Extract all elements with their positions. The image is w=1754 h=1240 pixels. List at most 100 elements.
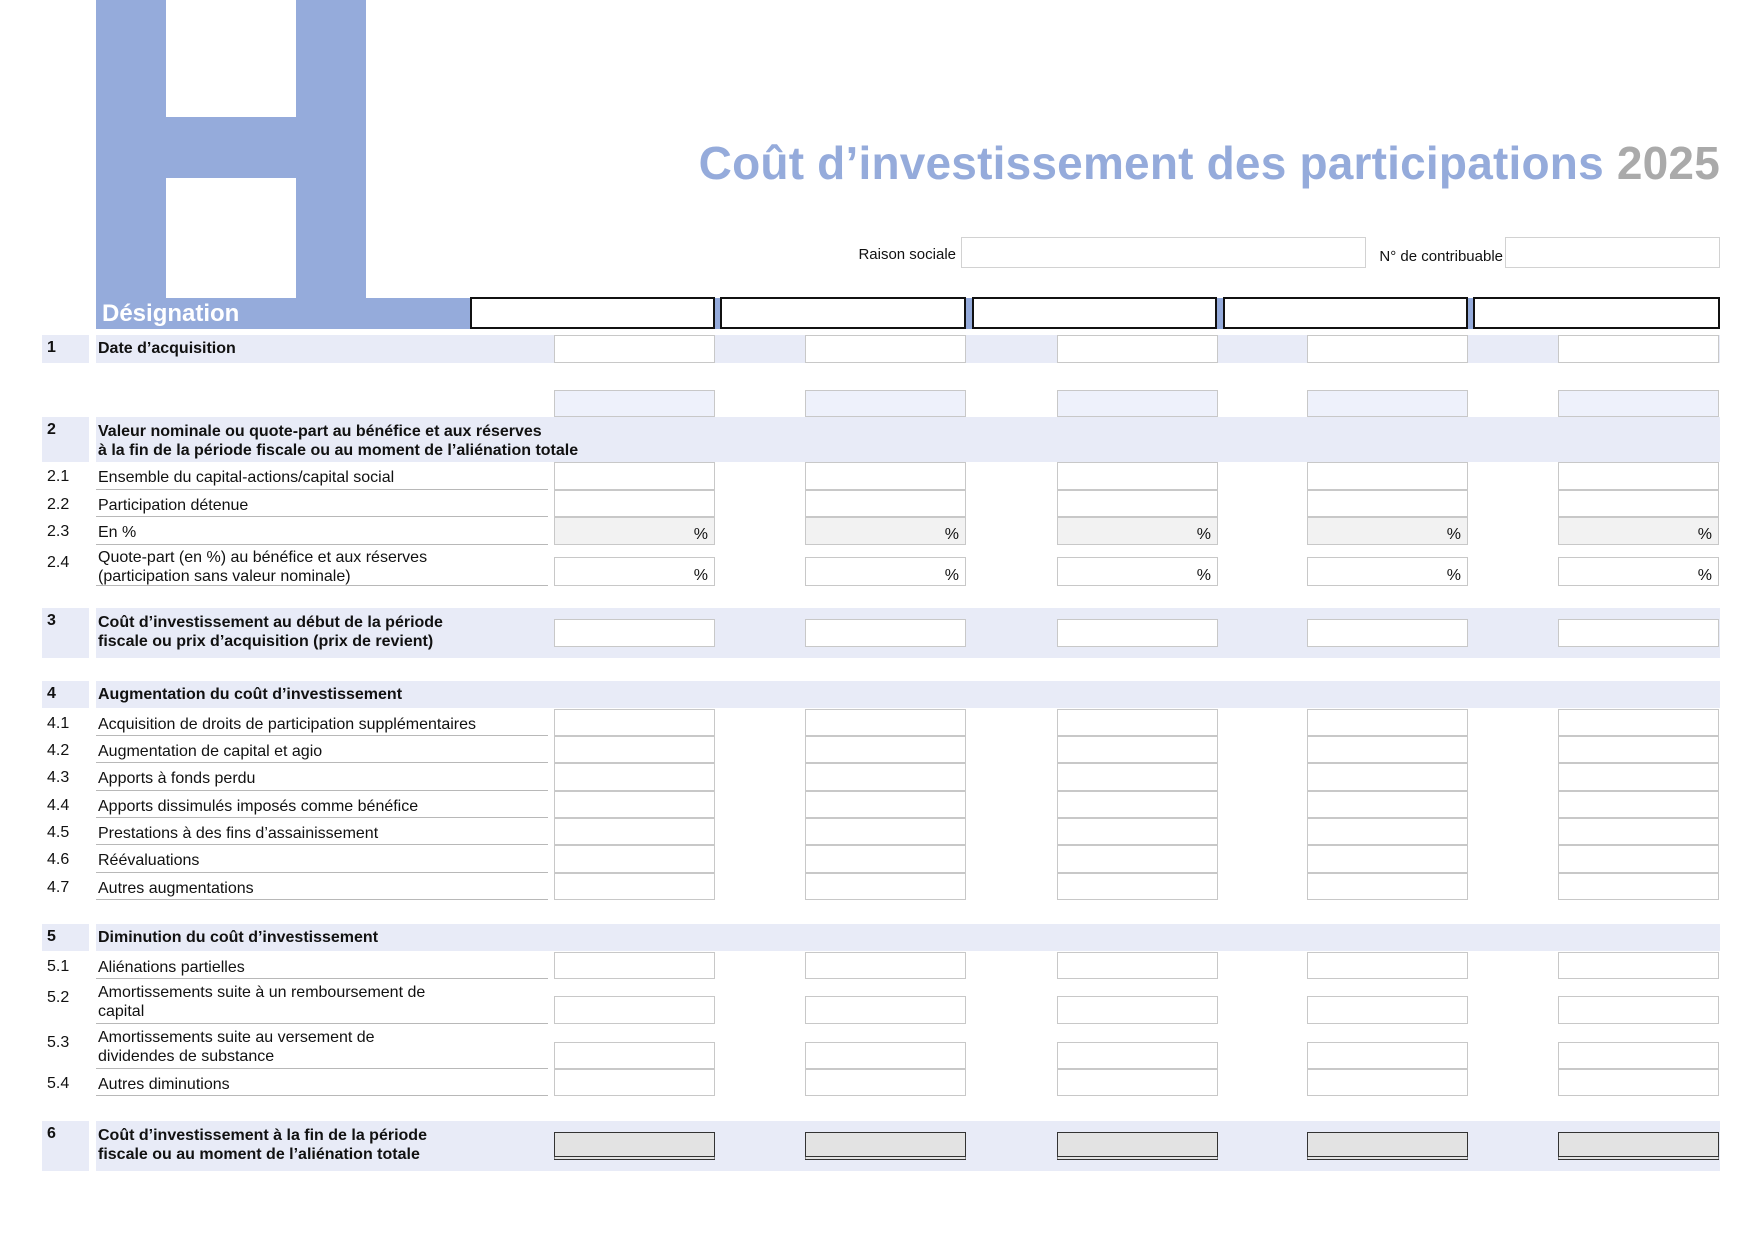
value-input[interactable]: % bbox=[1057, 557, 1218, 586]
value-input[interactable] bbox=[805, 619, 966, 647]
value-input[interactable]: % bbox=[1307, 557, 1468, 586]
value-input[interactable] bbox=[805, 490, 966, 517]
value-input[interactable] bbox=[554, 845, 715, 873]
value-input[interactable]: % bbox=[1057, 517, 1218, 545]
value-input[interactable] bbox=[1307, 619, 1468, 647]
value-input[interactable] bbox=[554, 462, 715, 490]
value-input[interactable] bbox=[805, 335, 966, 363]
value-input[interactable]: % bbox=[1307, 517, 1468, 545]
value-input[interactable] bbox=[1558, 818, 1719, 845]
value-input[interactable] bbox=[805, 791, 966, 818]
value-input[interactable] bbox=[1558, 335, 1719, 363]
value-input[interactable] bbox=[1558, 1069, 1719, 1096]
value-input[interactable] bbox=[1057, 619, 1218, 647]
value-input[interactable] bbox=[554, 709, 715, 736]
value-input[interactable] bbox=[554, 1042, 715, 1069]
value-input[interactable] bbox=[1057, 845, 1218, 873]
value-input[interactable] bbox=[1558, 619, 1719, 647]
value-input[interactable] bbox=[805, 763, 966, 791]
value-input[interactable] bbox=[1558, 736, 1719, 763]
value-input[interactable] bbox=[554, 952, 715, 979]
value-input[interactable] bbox=[554, 763, 715, 791]
value-input[interactable] bbox=[1057, 763, 1218, 791]
value-input[interactable] bbox=[1307, 791, 1468, 818]
value-input[interactable] bbox=[805, 818, 966, 845]
value-input[interactable] bbox=[805, 1042, 966, 1069]
value-input[interactable] bbox=[805, 736, 966, 763]
value-input[interactable] bbox=[1307, 845, 1468, 873]
value-input[interactable] bbox=[805, 996, 966, 1024]
value-input[interactable] bbox=[1057, 1069, 1218, 1096]
value-input[interactable] bbox=[1057, 1042, 1218, 1069]
value-input[interactable] bbox=[554, 818, 715, 845]
value-input[interactable]: % bbox=[805, 557, 966, 586]
value-input[interactable] bbox=[805, 709, 966, 736]
value-input[interactable] bbox=[1558, 763, 1719, 791]
value-input[interactable] bbox=[1307, 335, 1468, 363]
value-input[interactable] bbox=[1558, 390, 1719, 417]
column-header-input[interactable] bbox=[1223, 297, 1468, 329]
value-input[interactable] bbox=[1558, 845, 1719, 873]
value-input[interactable] bbox=[1307, 952, 1468, 979]
column-header-input[interactable] bbox=[720, 297, 966, 329]
column-header-input[interactable] bbox=[972, 297, 1217, 329]
value-input[interactable] bbox=[805, 873, 966, 900]
value-input[interactable] bbox=[1558, 462, 1719, 490]
value-input[interactable] bbox=[1057, 791, 1218, 818]
value-input[interactable] bbox=[1057, 736, 1218, 763]
value-input[interactable] bbox=[554, 996, 715, 1024]
value-input[interactable]: % bbox=[554, 557, 715, 586]
raison-sociale-input[interactable] bbox=[961, 237, 1366, 268]
value-input[interactable] bbox=[805, 390, 966, 417]
value-input[interactable] bbox=[805, 845, 966, 873]
value-input[interactable] bbox=[1307, 390, 1468, 417]
value-input[interactable] bbox=[1307, 996, 1468, 1024]
value-input[interactable] bbox=[1307, 1042, 1468, 1069]
value-input[interactable] bbox=[1057, 818, 1218, 845]
value-input[interactable] bbox=[554, 1069, 715, 1096]
value-input[interactable] bbox=[554, 390, 715, 417]
value-input[interactable]: % bbox=[1558, 557, 1719, 586]
value-input[interactable] bbox=[1307, 736, 1468, 763]
value-input[interactable] bbox=[1307, 462, 1468, 490]
value-input[interactable] bbox=[554, 619, 715, 647]
value-input[interactable] bbox=[1307, 873, 1468, 900]
value-input[interactable] bbox=[1307, 1069, 1468, 1096]
row-number: 2.2 bbox=[47, 496, 70, 513]
value-input[interactable] bbox=[1558, 873, 1719, 900]
value-input[interactable] bbox=[805, 462, 966, 490]
value-input[interactable] bbox=[1558, 490, 1719, 517]
value-input[interactable] bbox=[554, 791, 715, 818]
column-header-input[interactable] bbox=[470, 297, 715, 329]
value-input[interactable] bbox=[1558, 1042, 1719, 1069]
value-input[interactable] bbox=[554, 490, 715, 517]
value-input[interactable] bbox=[1307, 709, 1468, 736]
value-input[interactable] bbox=[1558, 996, 1719, 1024]
value-input[interactable] bbox=[554, 335, 715, 363]
total-field bbox=[805, 1132, 966, 1160]
value-input[interactable] bbox=[1558, 952, 1719, 979]
value-input[interactable] bbox=[1558, 709, 1719, 736]
value-input[interactable] bbox=[1307, 818, 1468, 845]
value-input[interactable] bbox=[1057, 873, 1218, 900]
value-input[interactable] bbox=[805, 952, 966, 979]
value-input[interactable] bbox=[1057, 996, 1218, 1024]
value-input[interactable] bbox=[1307, 763, 1468, 791]
value-input[interactable] bbox=[1057, 390, 1218, 417]
value-input[interactable]: % bbox=[805, 517, 966, 545]
column-header-input[interactable] bbox=[1473, 297, 1720, 329]
contribuable-input[interactable] bbox=[1505, 237, 1720, 268]
value-input[interactable] bbox=[1558, 791, 1719, 818]
value-input[interactable]: % bbox=[1558, 517, 1719, 545]
value-input[interactable] bbox=[1057, 709, 1218, 736]
value-input[interactable] bbox=[1307, 490, 1468, 517]
value-input[interactable] bbox=[1057, 335, 1218, 363]
value-input[interactable] bbox=[1057, 490, 1218, 517]
page-title-text: Coût d’investissement des participations bbox=[698, 137, 1604, 189]
value-input[interactable] bbox=[554, 736, 715, 763]
value-input[interactable] bbox=[1057, 462, 1218, 490]
value-input[interactable] bbox=[805, 1069, 966, 1096]
value-input[interactable] bbox=[554, 873, 715, 900]
value-input[interactable]: % bbox=[554, 517, 715, 545]
value-input[interactable] bbox=[1057, 952, 1218, 979]
